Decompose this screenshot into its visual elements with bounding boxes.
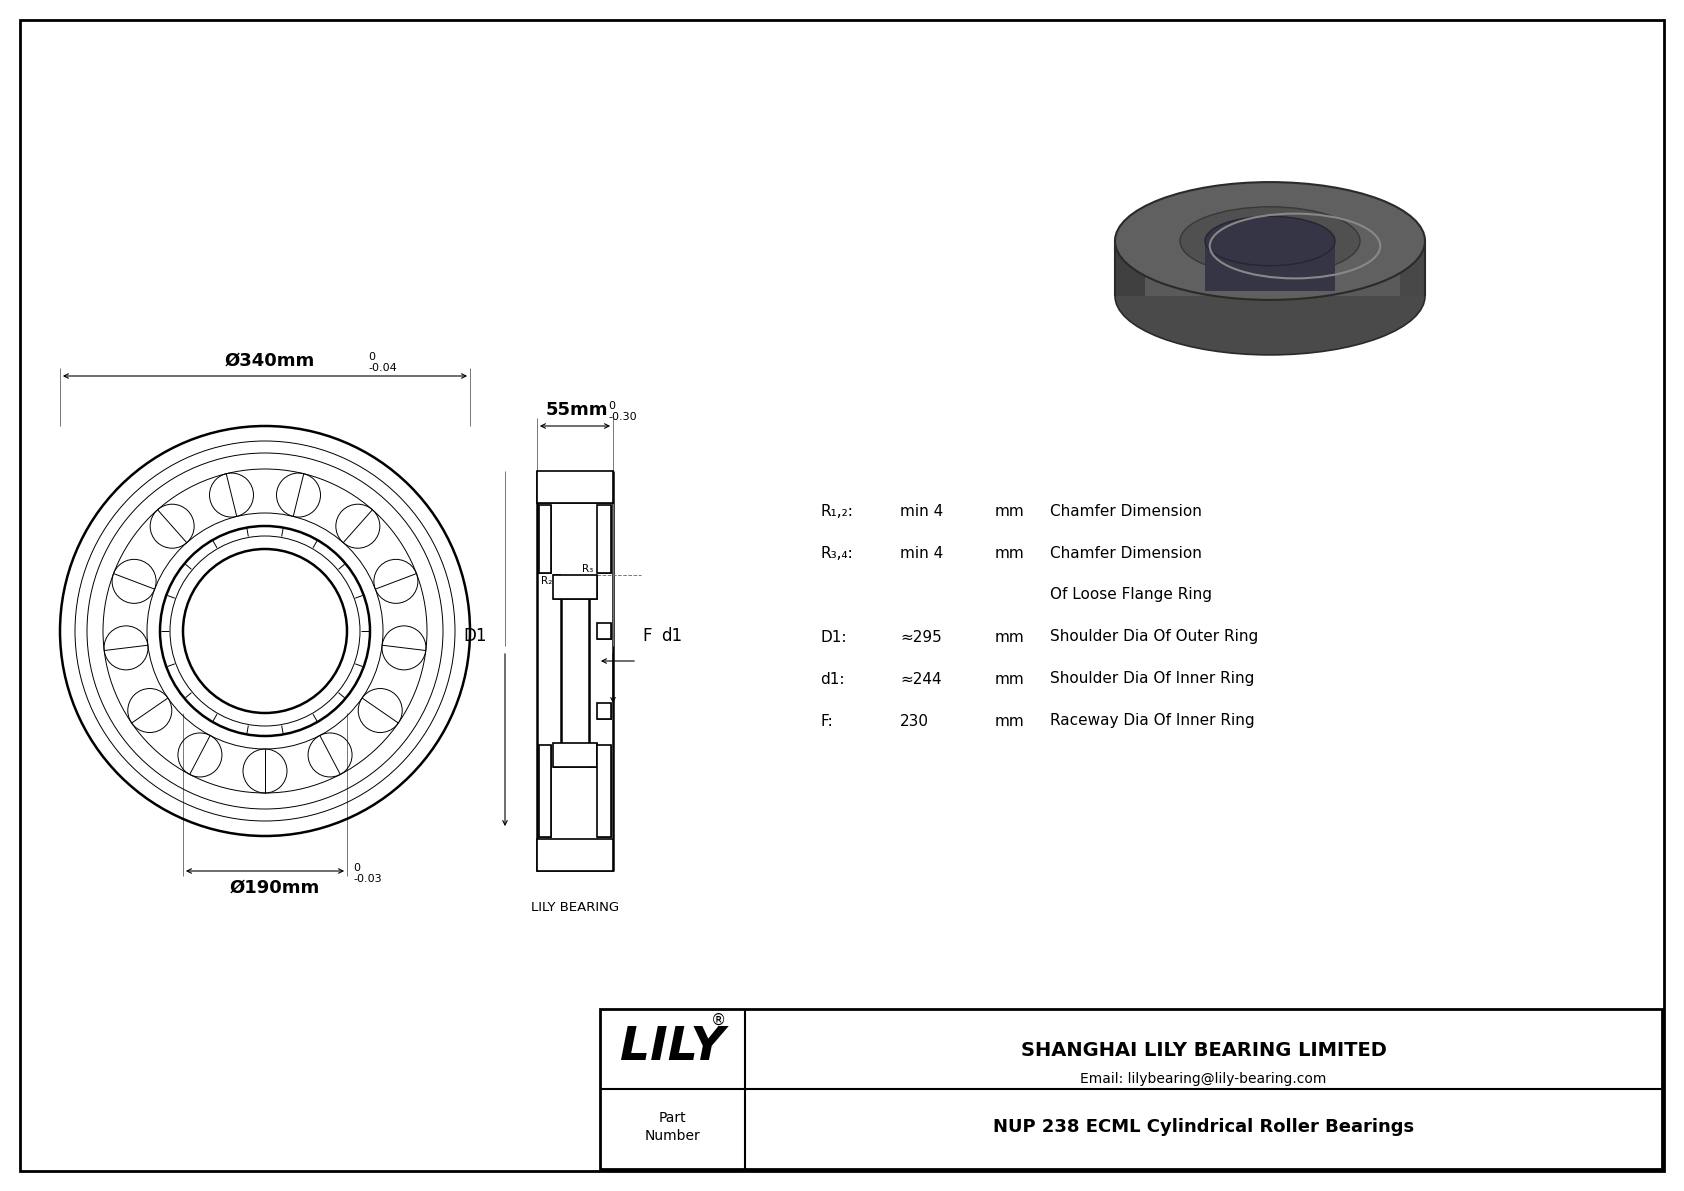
Text: R₂: R₂ bbox=[568, 476, 579, 486]
Polygon shape bbox=[552, 575, 598, 599]
Text: R₁: R₁ bbox=[541, 565, 552, 574]
Polygon shape bbox=[537, 470, 613, 503]
Text: min 4: min 4 bbox=[899, 545, 943, 561]
Text: 0: 0 bbox=[608, 401, 615, 411]
Text: Of Loose Flange Ring: Of Loose Flange Ring bbox=[1051, 587, 1212, 603]
Text: -0.30: -0.30 bbox=[608, 412, 637, 422]
Text: -0.03: -0.03 bbox=[354, 874, 382, 884]
Text: R₂: R₂ bbox=[541, 576, 552, 586]
Text: 0: 0 bbox=[369, 353, 376, 362]
Text: Shoulder Dia Of Inner Ring: Shoulder Dia Of Inner Ring bbox=[1051, 672, 1255, 686]
Text: ®: ® bbox=[711, 1012, 726, 1028]
Polygon shape bbox=[1399, 241, 1425, 297]
Text: mm: mm bbox=[995, 630, 1026, 644]
Text: F:: F: bbox=[820, 713, 834, 729]
Text: Raceway Dia Of Inner Ring: Raceway Dia Of Inner Ring bbox=[1051, 713, 1255, 729]
Text: -0.04: -0.04 bbox=[369, 363, 397, 373]
Text: SHANGHAI LILY BEARING LIMITED: SHANGHAI LILY BEARING LIMITED bbox=[1021, 1041, 1386, 1060]
Text: Email: lilybearing@lily-bearing.com: Email: lilybearing@lily-bearing.com bbox=[1081, 1072, 1327, 1086]
Polygon shape bbox=[1115, 241, 1145, 297]
Ellipse shape bbox=[1115, 182, 1425, 300]
Text: R₄: R₄ bbox=[581, 576, 593, 586]
Text: F: F bbox=[642, 626, 652, 646]
Text: Chamfer Dimension: Chamfer Dimension bbox=[1051, 504, 1202, 518]
Polygon shape bbox=[539, 505, 551, 573]
Text: Ø190mm: Ø190mm bbox=[231, 879, 320, 897]
Text: LILY BEARING: LILY BEARING bbox=[530, 902, 620, 913]
Polygon shape bbox=[598, 703, 611, 719]
Text: mm: mm bbox=[995, 672, 1026, 686]
Text: R₁: R₁ bbox=[603, 474, 615, 484]
Ellipse shape bbox=[1180, 207, 1361, 275]
Text: NUP 238 ECML Cylindrical Roller Bearings: NUP 238 ECML Cylindrical Roller Bearings bbox=[994, 1118, 1415, 1136]
Text: D1: D1 bbox=[463, 626, 487, 646]
Text: mm: mm bbox=[995, 713, 1026, 729]
Text: LILY: LILY bbox=[620, 1025, 724, 1070]
Text: ≈295: ≈295 bbox=[899, 630, 941, 644]
Text: d1: d1 bbox=[662, 626, 682, 646]
Polygon shape bbox=[598, 623, 611, 640]
Text: mm: mm bbox=[995, 504, 1026, 518]
Text: Ø340mm: Ø340mm bbox=[226, 353, 315, 370]
Text: ≈244: ≈244 bbox=[899, 672, 941, 686]
Text: Part
Number: Part Number bbox=[645, 1111, 701, 1143]
Text: min 4: min 4 bbox=[899, 504, 943, 518]
Text: R₁,₂:: R₁,₂: bbox=[820, 504, 852, 518]
Text: 0: 0 bbox=[354, 863, 360, 873]
Text: 230: 230 bbox=[899, 713, 930, 729]
Text: mm: mm bbox=[995, 545, 1026, 561]
Polygon shape bbox=[598, 746, 611, 837]
Text: R₃,₄:: R₃,₄: bbox=[820, 545, 852, 561]
Polygon shape bbox=[537, 838, 613, 871]
Text: 55mm: 55mm bbox=[546, 401, 608, 419]
Text: d1:: d1: bbox=[820, 672, 844, 686]
Polygon shape bbox=[552, 743, 598, 767]
Polygon shape bbox=[1115, 241, 1425, 297]
Text: D1:: D1: bbox=[820, 630, 847, 644]
Polygon shape bbox=[1206, 241, 1335, 291]
Text: Shoulder Dia Of Outer Ring: Shoulder Dia Of Outer Ring bbox=[1051, 630, 1258, 644]
Polygon shape bbox=[598, 505, 611, 573]
Text: Chamfer Dimension: Chamfer Dimension bbox=[1051, 545, 1202, 561]
Text: R₃: R₃ bbox=[581, 565, 593, 574]
Ellipse shape bbox=[1206, 217, 1335, 266]
Ellipse shape bbox=[1115, 237, 1425, 355]
Polygon shape bbox=[539, 746, 551, 837]
